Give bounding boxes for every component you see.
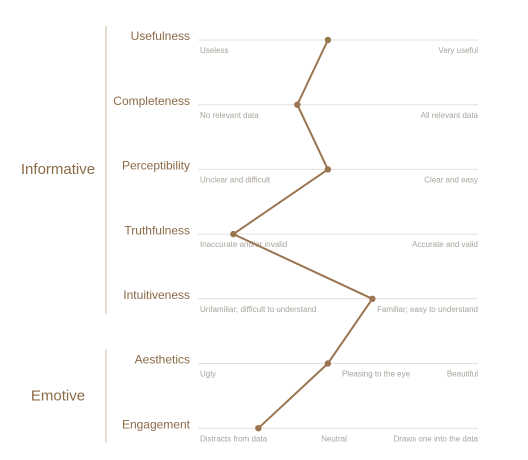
group-label: Informative bbox=[21, 161, 95, 178]
anchor-label: All relevant data bbox=[421, 111, 479, 120]
item-label: Perceptibility bbox=[122, 159, 190, 173]
anchor-label: Ugly bbox=[200, 370, 216, 379]
anchor-label: Inaccurate and/or invalid bbox=[200, 240, 287, 249]
anchor-label: Familiar; easy to understand bbox=[377, 305, 478, 314]
anchor-label: Neutral bbox=[321, 434, 347, 443]
item-label: Aesthetics bbox=[135, 353, 190, 367]
anchor-label: Draws one into the data bbox=[394, 434, 479, 443]
item-label: Usefulness bbox=[131, 29, 190, 43]
item-label: Truthfulness bbox=[124, 223, 190, 237]
anchor-label: Unclear and difficult bbox=[200, 176, 271, 185]
anchor-label: Beautiful bbox=[447, 370, 478, 379]
profile-point bbox=[324, 36, 332, 44]
profile-point bbox=[324, 166, 332, 173]
profile-point bbox=[230, 230, 237, 238]
anchor-label: Useless bbox=[200, 46, 228, 55]
profile-point bbox=[255, 425, 262, 432]
item-label: Intuitiveness bbox=[123, 288, 190, 302]
anchor-label: Distracts from data bbox=[200, 434, 268, 443]
anchor-label: Clear and easy bbox=[424, 176, 478, 185]
anchor-label: Accurate and valid bbox=[412, 240, 478, 249]
anchor-label: No relevant data bbox=[200, 111, 259, 120]
anchor-label: Very useful bbox=[438, 46, 478, 55]
item-label: Engagement bbox=[122, 417, 191, 431]
anchor-label: Unfamiliar; difficult to understand bbox=[200, 305, 316, 314]
item-label: Completeness bbox=[113, 94, 190, 108]
profile-point bbox=[369, 295, 376, 302]
anchor-label: Pleasing to the eye bbox=[342, 370, 411, 379]
group-label: Emotive bbox=[31, 387, 85, 404]
profile-point bbox=[294, 101, 301, 108]
profile-point bbox=[324, 360, 332, 367]
